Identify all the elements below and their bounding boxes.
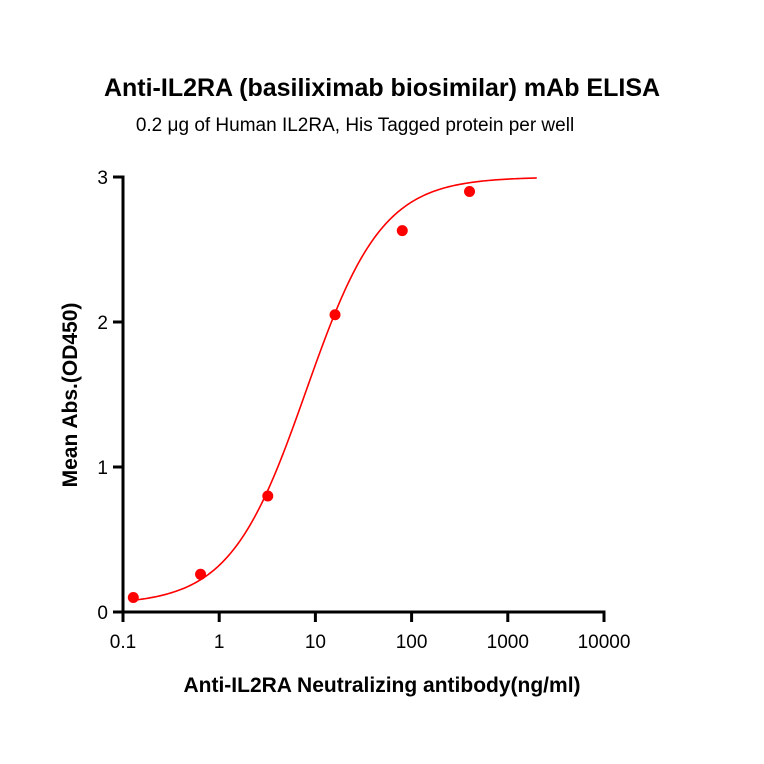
x-tick-label: 100 bbox=[396, 632, 428, 653]
chart-subtitle: 0.2 μg of Human IL2RA, His Tagged protei… bbox=[136, 115, 574, 136]
x-tick-label: 1000 bbox=[487, 632, 529, 653]
data-point bbox=[195, 568, 207, 580]
y-tick-label: 2 bbox=[97, 313, 108, 334]
data-point bbox=[127, 592, 139, 603]
y-axis-label: Mean Abs.(OD450) bbox=[59, 303, 82, 488]
chart-title: Anti-IL2RA (basiliximab biosimilar) mAb … bbox=[104, 74, 660, 102]
y-tick-label: 1 bbox=[97, 458, 108, 479]
data-point bbox=[396, 225, 408, 237]
y-tick-label: 0 bbox=[97, 603, 108, 624]
x-tick-label: 1 bbox=[214, 632, 225, 653]
data-point bbox=[329, 309, 341, 321]
x-tick-label: 0.1 bbox=[110, 632, 136, 653]
data-point bbox=[262, 490, 274, 502]
y-tick-label: 3 bbox=[97, 168, 108, 189]
data-point bbox=[464, 186, 476, 197]
fit-curve bbox=[133, 177, 537, 602]
x-tick-label: 10000 bbox=[578, 632, 631, 653]
x-tick-label: 10 bbox=[305, 632, 326, 653]
data-points bbox=[127, 186, 476, 603]
axes: 0.1 1 10 100 1000 10000 0 1 2 3 bbox=[97, 168, 630, 653]
x-axis-label: Anti-IL2RA Neutralizing antibody(ng/ml) bbox=[183, 674, 580, 697]
